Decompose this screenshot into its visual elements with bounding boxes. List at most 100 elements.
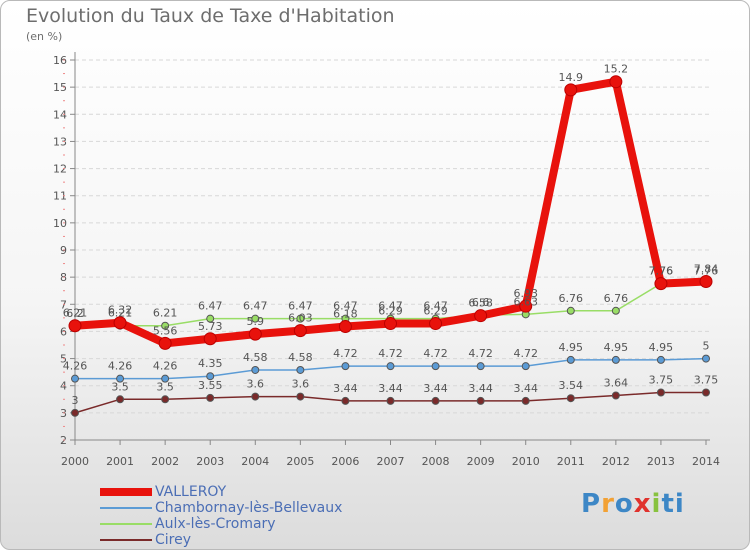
chart-title: Evolution du Taux de Taxe d'Habitation: [26, 5, 395, 27]
data-point: [566, 306, 575, 315]
data-label: 4.72: [378, 347, 403, 360]
proxiti-logo: Proxiti: [581, 489, 685, 519]
data-point: [699, 274, 713, 288]
x-tick-label: 2014: [692, 455, 720, 468]
data-label: 6.47: [288, 300, 313, 313]
data-point: [519, 299, 533, 313]
data-point: [609, 75, 623, 89]
data-point: [341, 362, 350, 371]
x-tick-label: 2001: [106, 455, 134, 468]
data-point: [296, 392, 305, 401]
data-point: [296, 314, 305, 323]
data-label: 6.2: [66, 307, 84, 320]
data-point: [521, 362, 530, 371]
data-point: [68, 319, 82, 333]
data-label: 14.9: [559, 71, 584, 84]
x-tick-label: 2007: [377, 455, 405, 468]
data-label: 4.58: [243, 351, 268, 364]
data-point: [158, 336, 172, 350]
data-point: [161, 374, 170, 383]
data-point: [113, 316, 127, 330]
data-point: [206, 372, 215, 381]
data-point: [203, 332, 217, 346]
data-label: 6.76: [604, 292, 629, 305]
x-tick-label: 2009: [467, 455, 495, 468]
data-label: 6.47: [378, 300, 403, 313]
data-point: [71, 408, 79, 417]
data-label: 3.44: [333, 382, 358, 395]
data-label: 6.63: [513, 295, 538, 308]
data-point: [474, 309, 488, 323]
x-tick-label: 2006: [331, 455, 359, 468]
data-point: [251, 392, 260, 401]
data-label: 6.76: [559, 292, 584, 305]
legend-swatch: [100, 539, 152, 541]
data-point: [611, 355, 620, 364]
data-label: 7.76: [694, 265, 719, 278]
x-tick-label: 2011: [557, 455, 585, 468]
data-point: [338, 320, 352, 334]
data-label: 5.9: [247, 315, 265, 328]
data-point: [116, 374, 125, 383]
legend-label: Aulx-lès-Cromary: [155, 516, 276, 532]
data-point: [566, 394, 575, 403]
data-label: 3.54: [559, 379, 584, 392]
data-point: [611, 391, 620, 400]
data-point: [654, 277, 668, 291]
data-label: 4.35: [198, 357, 223, 370]
data-point: [429, 317, 443, 331]
data-label: 5.73: [198, 320, 223, 333]
legend-label: Chambornay-lès-Bellevaux: [155, 500, 343, 516]
y-tick-label: 10: [53, 217, 67, 230]
data-label: 3.44: [423, 382, 448, 395]
data-label: 5: [703, 340, 710, 353]
data-point: [386, 396, 395, 405]
data-point: [656, 388, 665, 397]
data-label: 6.93: [513, 287, 538, 300]
data-point: [71, 374, 79, 383]
data-label: 4.72: [423, 347, 448, 360]
data-label: 3.55: [198, 379, 223, 392]
legend-swatch: [100, 523, 152, 525]
data-point: [702, 388, 710, 397]
data-label: 6.47: [333, 300, 358, 313]
x-tick-label: 2000: [61, 455, 89, 468]
legend-label: Cirey: [155, 532, 192, 548]
data-label: 7.84: [694, 262, 719, 275]
data-point: [431, 396, 440, 405]
data-label: 4.26: [108, 360, 133, 373]
data-point: [384, 317, 397, 331]
data-label: 5.56: [153, 324, 178, 337]
legend-swatch: [100, 507, 152, 509]
data-point: [476, 396, 485, 405]
data-label: 4.95: [649, 341, 674, 354]
data-label: 6.47: [423, 300, 448, 313]
data-label: 6.47: [198, 300, 223, 313]
data-point: [206, 314, 215, 323]
data-label: 3.44: [513, 382, 538, 395]
x-tick-label: 2004: [241, 455, 269, 468]
data-label: 3.75: [694, 374, 719, 387]
legend-swatch: [100, 488, 152, 496]
data-point: [702, 354, 710, 363]
data-label: 3.6: [292, 378, 310, 391]
x-tick-label: 2003: [196, 455, 224, 468]
data-label: 3.44: [468, 382, 493, 395]
data-point: [566, 355, 575, 364]
data-point: [248, 327, 262, 341]
data-point: [476, 362, 485, 371]
data-label: 4.58: [288, 351, 313, 364]
data-label: 3: [72, 394, 79, 407]
x-tick-label: 2008: [422, 455, 450, 468]
data-label: 3.64: [604, 376, 629, 389]
y-tick-label: 12: [53, 163, 67, 176]
data-label: 6.03: [288, 312, 313, 325]
data-labels: 3 3.5 3.5 3.55 3.6 3.6 3.44 3.44 3.44 3.44 3.44 3.5…: [63, 63, 719, 407]
data-point: [564, 83, 578, 97]
data-label: 4.72: [513, 347, 538, 360]
data-label: 6.29: [423, 305, 448, 318]
data-label: 4.72: [333, 347, 358, 360]
data-point: [611, 306, 620, 315]
data-label: 6.18: [333, 308, 358, 321]
